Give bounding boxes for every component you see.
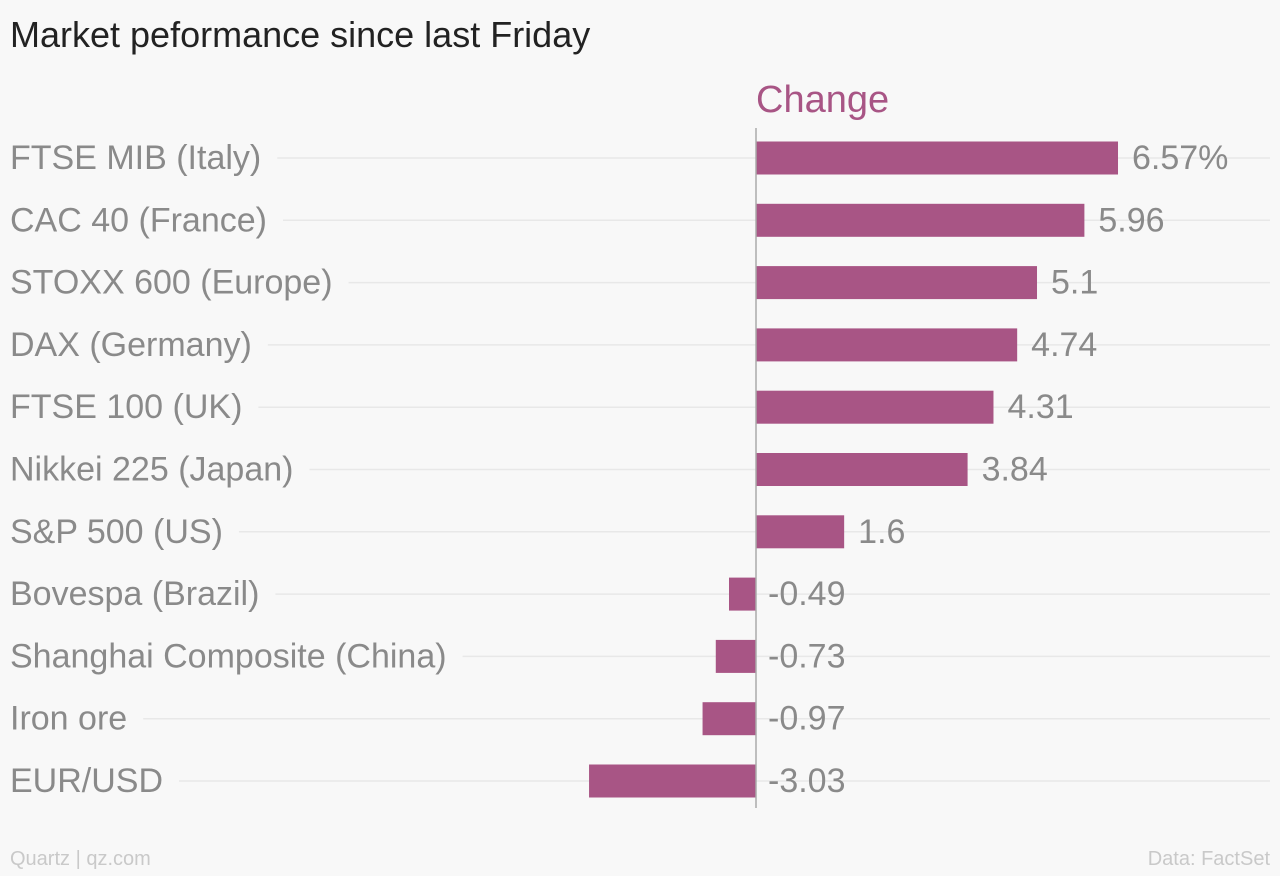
bar (756, 141, 1119, 175)
category-label: S&P 500 (US) (10, 513, 223, 551)
value-label: 4.31 (1007, 388, 1073, 426)
category-label: Shanghai Composite (China) (10, 637, 447, 675)
category-label: Iron ore (10, 700, 127, 738)
value-label: -0.73 (768, 637, 846, 675)
value-label: 5.1 (1051, 264, 1098, 302)
category-label: STOXX 600 (Europe) (10, 264, 333, 302)
value-labels: 6.57% 5.965.1 4.74 4.31 3.84 1.6 -0.49 -0.73 -0.… (768, 139, 1228, 800)
category-label: Bovespa (Brazil) (10, 575, 259, 613)
value-label: 3.84 (982, 451, 1048, 489)
value-label: 6.57% (1132, 139, 1228, 177)
footer-source: Data: FactSet (1147, 848, 1270, 870)
value-label: -0.49 (768, 575, 846, 613)
bars (589, 141, 1119, 798)
bar (756, 390, 994, 424)
footer-credit: Quartz | qz.com (10, 848, 151, 870)
bar (756, 203, 1085, 237)
category-label: Nikkei 225 (Japan) (10, 451, 293, 489)
bar (756, 453, 968, 486)
series-header: Change (756, 79, 889, 121)
category-label: FTSE MIB (Italy) (10, 139, 261, 177)
bar (715, 639, 756, 673)
value-label: -3.03 (768, 762, 846, 800)
value-label: 4.74 (1031, 326, 1097, 364)
bar (729, 577, 756, 611)
bar (702, 702, 756, 736)
value-label: 5.96 (1098, 201, 1164, 239)
gridlines (143, 157, 1270, 782)
category-labels: FTSE MIB (Italy) CAC 40 (France) STOXX 600… (10, 139, 447, 800)
bar (756, 515, 845, 549)
value-label: 1.6 (858, 513, 905, 551)
bar (756, 328, 1018, 362)
bar (756, 266, 1038, 300)
category-label: CAC 40 (France) (10, 201, 267, 239)
category-label: EUR/USD (10, 762, 163, 800)
category-label: DAX (Germany) (10, 326, 252, 364)
bar (589, 764, 756, 798)
chart-title: Market peformance since last Friday (10, 14, 591, 55)
category-label: FTSE 100 (UK) (10, 388, 242, 426)
value-label: -0.97 (768, 700, 846, 738)
